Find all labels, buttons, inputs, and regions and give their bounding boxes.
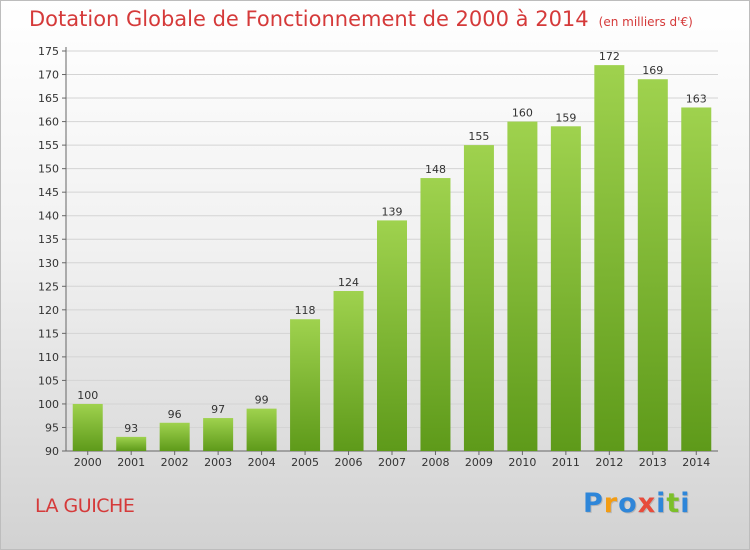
x-tick-label: 2012	[595, 456, 623, 469]
y-tick-label: 105	[38, 374, 59, 387]
bar	[420, 178, 451, 451]
logo-letter: t	[666, 488, 681, 519]
bar-value-label: 139	[382, 205, 403, 218]
commune-name: LA GUICHE	[35, 495, 135, 517]
logo-letter: o	[618, 488, 638, 519]
y-tick-label: 90	[45, 445, 59, 458]
y-tick-label: 100	[38, 398, 59, 411]
x-tick-label: 2004	[248, 456, 276, 469]
y-tick-label: 125	[38, 280, 59, 293]
bar	[116, 436, 147, 451]
y-tick-label: 155	[38, 139, 59, 152]
bar-value-label: 159	[555, 111, 576, 124]
bar-value-label: 96	[168, 408, 182, 421]
bar-value-label: 169	[642, 64, 663, 77]
y-tick-label: 95	[45, 421, 59, 434]
x-tick-label: 2001	[117, 456, 145, 469]
bar	[377, 220, 407, 451]
y-tick-label: 135	[38, 233, 59, 246]
x-tick-label: 2000	[74, 456, 102, 469]
bar-value-label: 160	[512, 107, 533, 120]
bar	[463, 145, 494, 451]
bar-value-label: 99	[255, 394, 269, 407]
y-tick-label: 170	[38, 69, 59, 82]
x-tick-label: 2010	[508, 456, 536, 469]
bar-value-label: 148	[425, 163, 446, 176]
bar	[72, 403, 103, 451]
x-tick-label: 2003	[204, 456, 232, 469]
chart-title: Dotation Globale de Fonctionnement de 20…	[29, 7, 693, 31]
bar-value-label: 124	[338, 276, 359, 289]
y-tick-label: 140	[38, 210, 59, 223]
chart-title-text: Dotation Globale de Fonctionnement de 20…	[29, 7, 589, 31]
unit-note: (en milliers d'€)	[598, 15, 693, 29]
y-tick-label: 175	[38, 45, 59, 58]
bar	[594, 65, 625, 451]
y-tick-label: 130	[38, 257, 59, 270]
y-tick-label: 165	[38, 92, 59, 105]
x-tick-label: 2013	[639, 456, 667, 469]
logo-letter: i	[680, 488, 691, 519]
x-tick-label: 2005	[291, 456, 319, 469]
x-tick-label: 2009	[465, 456, 493, 469]
bar	[681, 107, 712, 452]
x-tick-label: 2014	[682, 456, 710, 469]
bar	[290, 319, 321, 451]
bar	[333, 291, 364, 451]
x-tick-label: 2006	[335, 456, 363, 469]
bar-value-label: 155	[468, 130, 489, 143]
bar-value-label: 100	[77, 389, 98, 402]
logo-letter: i	[656, 488, 667, 519]
bar	[637, 79, 668, 451]
bar-value-label: 118	[295, 304, 316, 317]
bar	[550, 126, 581, 451]
y-tick-label: 150	[38, 163, 59, 176]
bar	[159, 422, 190, 451]
y-tick-label: 110	[38, 351, 59, 364]
y-tick-label: 145	[38, 186, 59, 199]
x-tick-label: 2008	[421, 456, 449, 469]
logo-letter: x	[637, 488, 657, 519]
bar-value-label: 93	[124, 422, 138, 435]
logo-letter: r	[603, 488, 619, 519]
bar-value-label: 97	[211, 403, 225, 416]
bar	[507, 121, 538, 452]
x-tick-label: 2002	[161, 456, 189, 469]
bar-value-label: 172	[599, 50, 620, 63]
proxiti-logo: Proxiti	[583, 488, 691, 519]
x-tick-label: 2007	[378, 456, 406, 469]
bar	[203, 418, 234, 451]
y-tick-label: 160	[38, 116, 59, 129]
bar	[246, 408, 277, 451]
logo-letter: P	[583, 488, 604, 519]
bar-value-label: 163	[686, 92, 707, 105]
y-tick-label: 115	[38, 327, 59, 340]
x-tick-label: 2011	[552, 456, 580, 469]
y-tick-label: 120	[38, 304, 59, 317]
